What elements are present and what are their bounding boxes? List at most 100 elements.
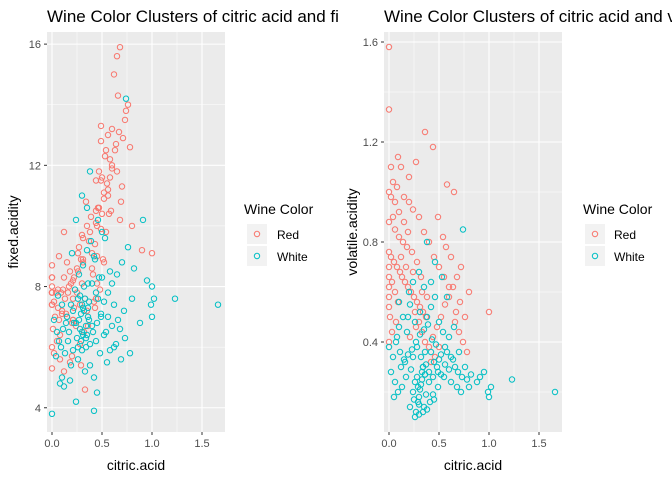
data-point-white — [84, 313, 92, 320]
data-point-white — [72, 319, 80, 327]
data-point-red — [412, 158, 420, 166]
x-tick-label: 0.0 — [44, 438, 59, 450]
data-point-white — [433, 363, 441, 371]
data-point-white — [387, 368, 395, 376]
data-point-white — [59, 325, 67, 333]
x-tick-label: 0.5 — [94, 438, 109, 450]
data-point-red — [385, 218, 393, 226]
data-point-red — [77, 362, 85, 369]
data-point-red — [391, 198, 399, 206]
data-point-red — [75, 244, 83, 251]
data-point-red — [55, 253, 63, 260]
data-point-white — [94, 295, 102, 302]
data-point-white — [443, 348, 451, 356]
data-point-white — [82, 344, 90, 351]
data-point-white — [418, 368, 426, 376]
data-point-red — [391, 226, 399, 233]
data-point-white — [427, 278, 435, 286]
left-legend-title: Wine Color — [244, 201, 314, 217]
data-point-white — [418, 376, 426, 383]
data-point-red — [49, 325, 57, 333]
left-gridlines — [47, 32, 225, 432]
data-point-white — [391, 378, 399, 386]
data-point-red — [98, 210, 106, 218]
data-point-red — [401, 278, 409, 286]
data-point-red — [393, 183, 401, 191]
data-point-red — [385, 263, 393, 271]
data-point-white — [398, 383, 406, 391]
data-point-white — [437, 371, 445, 378]
data-point-red — [421, 338, 429, 346]
data-point-white — [431, 258, 439, 266]
data-point-white — [139, 216, 147, 224]
data-point-white — [136, 319, 144, 327]
right-scatter-panel: Wine Color Clusters of citric acid and v… — [344, 7, 672, 473]
data-point-red — [397, 163, 405, 171]
data-point-white — [72, 216, 80, 224]
data-point-white — [465, 383, 473, 391]
data-point-white — [88, 322, 96, 330]
right-legend-key-white — [585, 246, 605, 266]
data-point-white — [83, 331, 91, 339]
x-tick-label: 0.0 — [381, 438, 396, 450]
right-axes: 0.0 0.5 1.0 1.5 0.4 0.8 1.2 1.6 — [363, 37, 547, 450]
data-point-red — [410, 293, 418, 301]
data-point-white — [118, 259, 126, 266]
data-point-red — [385, 106, 393, 113]
data-point-white — [447, 353, 455, 361]
right-chart-title: Wine Color Clusters of citric acid and v… — [384, 7, 672, 26]
data-point-white — [76, 292, 84, 299]
data-point-white — [399, 313, 407, 321]
data-point-red — [126, 144, 134, 151]
data-point-white — [78, 192, 86, 199]
data-point-red — [402, 263, 410, 271]
data-point-white — [97, 310, 105, 317]
data-point-white — [84, 280, 92, 287]
left-chart-title: Wine Color Clusters of citric acid and f… — [47, 7, 420, 26]
data-point-red — [447, 253, 455, 261]
left-legend-key-white — [247, 246, 267, 266]
data-point-red — [89, 271, 97, 278]
data-point-red — [110, 71, 118, 78]
data-point-red — [97, 225, 105, 233]
data-point-white — [62, 319, 70, 327]
data-point-white — [116, 325, 124, 333]
data-point-red — [95, 168, 103, 175]
y-tick-label: 1.2 — [363, 137, 378, 149]
data-point-white — [81, 295, 89, 302]
data-point-white — [77, 337, 85, 345]
data-point-white — [425, 378, 433, 386]
data-point-red — [79, 234, 87, 242]
data-point-red — [86, 228, 94, 236]
data-point-white — [121, 334, 129, 342]
data-point-red — [73, 265, 81, 272]
data-point-red — [113, 168, 121, 175]
data-point-white — [428, 336, 436, 343]
data-point-red — [91, 240, 99, 248]
data-point-red — [440, 273, 448, 281]
data-point-red — [116, 44, 124, 51]
data-point-white — [147, 301, 155, 308]
data-point-white — [85, 298, 93, 305]
data-point-red — [423, 293, 431, 301]
data-point-white — [480, 368, 488, 376]
data-point-red — [429, 143, 437, 151]
data-point-red — [119, 134, 127, 142]
data-point-white — [63, 313, 71, 320]
data-point-red — [48, 289, 56, 296]
data-point-red — [98, 174, 106, 181]
data-point-white — [432, 341, 440, 348]
data-point-white — [416, 331, 424, 338]
data-point-red — [54, 304, 62, 311]
right-legend-key-red — [585, 224, 605, 244]
data-point-red — [53, 337, 61, 345]
data-point-red — [100, 189, 108, 196]
data-point-white — [50, 316, 58, 324]
data-point-red — [74, 268, 82, 275]
data-point-red — [101, 153, 109, 160]
data-point-red — [445, 283, 453, 291]
data-point-red — [441, 301, 449, 308]
data-point-white — [437, 351, 445, 358]
data-point-white — [441, 361, 449, 368]
data-point-white — [48, 410, 56, 417]
